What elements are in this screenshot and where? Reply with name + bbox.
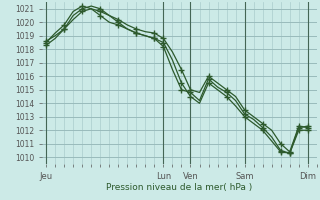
X-axis label: Pression niveau de la mer( hPa ): Pression niveau de la mer( hPa ) — [106, 183, 252, 192]
